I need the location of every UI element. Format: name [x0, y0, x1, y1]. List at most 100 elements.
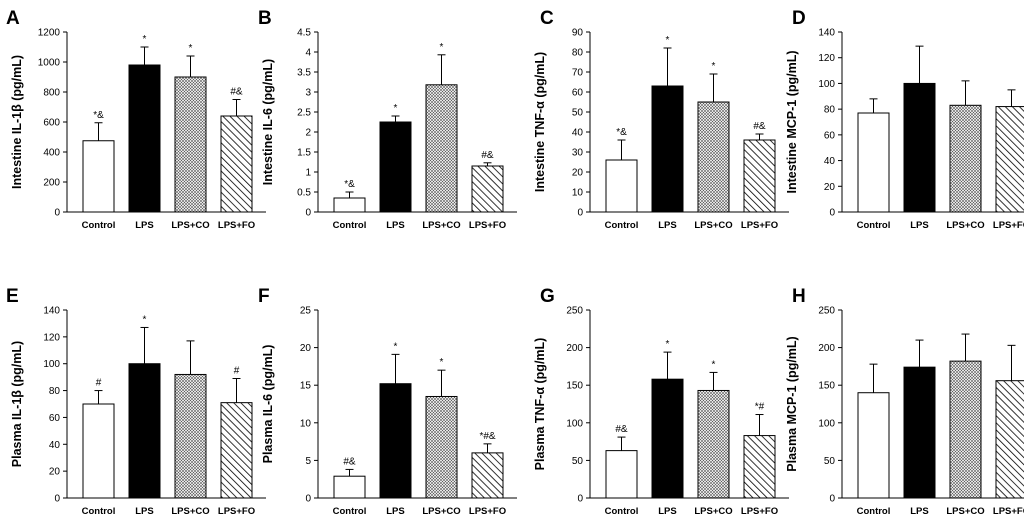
x-tick-label: LPS+FO — [218, 506, 255, 517]
x-tick-label: LPS+FO — [469, 220, 506, 231]
y-tick-label: 250 — [566, 306, 583, 317]
x-tick-label: LPS+FO — [218, 220, 255, 231]
y-axis-label: Intestine IL-1β (pg/mL) — [10, 55, 24, 189]
bar-lps — [128, 64, 161, 213]
significance-label: #& — [615, 424, 628, 435]
x-tick-label: LPS+CO — [946, 506, 984, 517]
x-tick-label: LPS+CO — [422, 220, 460, 231]
bar-lps — [651, 85, 684, 213]
significance-label: *#& — [479, 431, 495, 442]
y-tick-label: 150 — [566, 381, 583, 392]
y-axis-label: Plasma TNF-α (pg/mL) — [533, 338, 547, 471]
x-tick-label: LPS+CO — [694, 506, 732, 517]
bar-control — [857, 392, 890, 499]
y-tick-label: 1000 — [38, 58, 61, 69]
panel-letter: E — [6, 286, 19, 307]
x-tick-label: LPS — [910, 220, 928, 231]
x-tick-label: Control — [82, 506, 116, 517]
y-tick-label: 10 — [572, 188, 584, 199]
y-tick-label: 40 — [49, 440, 61, 451]
bar-lps — [651, 378, 684, 499]
bar-lps-co — [949, 104, 982, 213]
y-axis-label: Intestine IL-6 (pg/mL) — [261, 59, 275, 185]
y-tick-label: 100 — [566, 418, 583, 429]
significance-label: * — [189, 43, 193, 54]
y-tick-label: 70 — [572, 68, 584, 79]
significance-label: #& — [230, 87, 243, 98]
significance-label: * — [394, 103, 398, 114]
panel-g: G Plasma TNF-α (pg/mL) 0 50 100 150 200 250 #& Co… — [533, 286, 789, 517]
bar-control — [82, 403, 115, 499]
x-tick-label: LPS — [386, 220, 404, 231]
panel-letter: F — [258, 286, 270, 307]
bar-lps-fo — [995, 106, 1024, 213]
y-tick-label: 60 — [49, 413, 61, 424]
panel-c: C Intestine TNF-α (pg/mL) 0 10 20 30 40 50 60 70 8… — [533, 8, 789, 231]
bar-lps — [903, 366, 936, 499]
y-axis-label: Plasma MCP-1 (pg/mL) — [785, 336, 799, 471]
y-tick-label: 5 — [305, 456, 311, 467]
panel-e: E Plasma IL-1β (pg/mL) 0 20 40 60 80 100 120 140 #… — [6, 286, 266, 517]
significance-label: * — [712, 359, 716, 370]
y-tick-label: 140 — [818, 28, 835, 39]
y-tick-label: 40 — [572, 128, 584, 139]
y-tick-label: 80 — [572, 48, 584, 59]
significance-label: #& — [343, 456, 356, 467]
bar-control — [333, 475, 366, 499]
x-tick-label: Control — [82, 220, 116, 231]
y-tick-label: 3.5 — [297, 68, 311, 79]
bar-lps-co — [425, 84, 458, 213]
panel-f: F Plasma IL-6 (pg/mL) 0 5 10 15 20 25 #& Control *… — [258, 286, 517, 517]
panel-letter: H — [792, 286, 806, 307]
significance-label: *& — [344, 179, 355, 190]
y-tick-label: 60 — [572, 88, 584, 99]
y-tick-label: 800 — [43, 88, 60, 99]
significance-label: *# — [755, 402, 765, 413]
panel-b: B Intestine IL-6 (pg/mL) 0 0.5 1 1.5 2 2.5 3 3.5 4… — [258, 8, 517, 231]
bar-lps — [379, 121, 412, 213]
panel-letter: C — [540, 8, 554, 29]
y-tick-label: 50 — [572, 108, 584, 119]
significance-label: * — [440, 357, 444, 368]
bar-lps — [128, 363, 161, 499]
significance-label: *& — [93, 110, 104, 121]
y-tick-label: 80 — [824, 105, 836, 116]
panel-h: H Plasma MCP-1 (pg/mL) 0 50 100 150 200 250 Cont… — [785, 286, 1024, 517]
y-tick-label: 4.5 — [297, 28, 311, 39]
bar-lps-co — [697, 389, 730, 499]
significance-label: * — [712, 61, 716, 72]
y-tick-label: 120 — [43, 332, 60, 343]
significance-label: #& — [753, 121, 766, 132]
y-tick-label: 10 — [300, 418, 312, 429]
significance-label: * — [666, 35, 670, 46]
bar-control — [605, 450, 638, 499]
bar-lps-co — [697, 101, 730, 213]
x-tick-label: LPS+FO — [469, 506, 506, 517]
significance-label: * — [394, 341, 398, 352]
bar-lps-fo — [743, 435, 776, 499]
y-tick-label: 20 — [572, 168, 584, 179]
bar-control — [857, 112, 890, 213]
x-tick-label: LPS+FO — [741, 506, 778, 517]
x-tick-label: LPS — [135, 220, 153, 231]
significance-label: * — [143, 34, 147, 45]
x-tick-label: LPS — [910, 506, 928, 517]
y-tick-label: 80 — [49, 386, 61, 397]
y-tick-label: 600 — [43, 118, 60, 129]
significance-label: # — [234, 365, 240, 376]
y-tick-label: 20 — [824, 182, 836, 193]
bar-control — [333, 197, 366, 213]
x-tick-label: Control — [333, 506, 367, 517]
panel-letter: G — [540, 286, 555, 307]
y-tick-label: 2.5 — [297, 108, 311, 119]
panel-letter: D — [792, 8, 806, 29]
significance-label: # — [96, 378, 102, 389]
bar-lps-co — [174, 76, 207, 213]
y-tick-label: 15 — [300, 381, 312, 392]
bar-lps-co — [425, 395, 458, 499]
y-tick-label: 2 — [305, 128, 311, 139]
bar-lps-co — [949, 360, 982, 499]
y-tick-label: 60 — [824, 130, 836, 141]
y-tick-label: 100 — [818, 418, 835, 429]
